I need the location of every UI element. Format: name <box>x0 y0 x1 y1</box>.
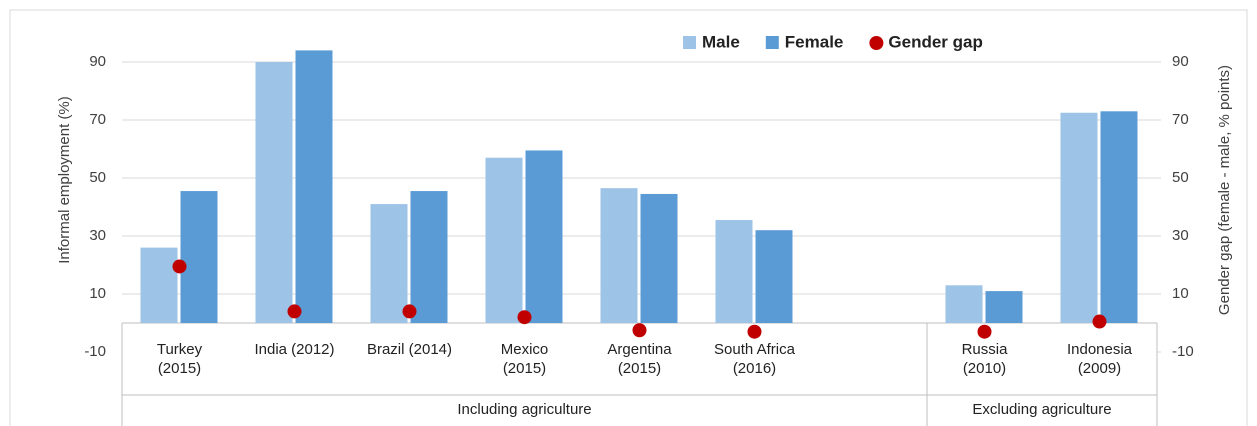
y-tick-label: 50 <box>89 169 106 186</box>
bar <box>180 191 218 323</box>
y-tick-label: 10 <box>89 285 106 302</box>
category-area <box>122 323 1157 426</box>
bar <box>985 291 1023 323</box>
gap-dot <box>287 304 302 319</box>
y-tick-label: 30 <box>89 227 106 244</box>
y2-tick-label: 70 <box>1172 111 1189 128</box>
y2-tick-label: 90 <box>1172 53 1189 70</box>
x-tick-label: Mexico (2015) <box>500 341 549 377</box>
legend-label: Female <box>785 32 844 51</box>
group-label: Including agriculture <box>457 401 592 418</box>
bar <box>640 193 678 323</box>
bar <box>715 220 753 323</box>
legend-marker <box>765 36 779 49</box>
gap-dot <box>632 323 647 338</box>
gap-dot <box>1092 314 1107 329</box>
bar <box>255 62 293 323</box>
y2-tick-label: 30 <box>1172 227 1189 244</box>
bar <box>140 247 178 323</box>
bar <box>525 150 563 323</box>
bar <box>755 230 793 323</box>
gap-dot <box>402 304 417 319</box>
bar <box>295 50 333 324</box>
x-tick-label: India (2012) <box>254 341 335 358</box>
gap-dot <box>747 324 762 339</box>
bar <box>1100 111 1138 323</box>
y-tick-label: 90 <box>89 53 106 70</box>
legend-label: Gender gap <box>888 32 982 51</box>
y2-tick-label: -10 <box>1172 343 1194 360</box>
bar <box>945 285 983 323</box>
y-tick-label: -10 <box>84 343 106 360</box>
gap-dot <box>517 310 532 325</box>
bar <box>370 204 408 323</box>
y-axis-label: Informal employment (%) <box>56 96 73 264</box>
x-tick-label: South Africa (2016) <box>714 341 795 377</box>
gap-dot <box>977 324 992 339</box>
legend-marker <box>869 36 884 50</box>
x-tick-label: Indonesia (2009) <box>1066 341 1133 377</box>
legend-marker <box>683 36 696 49</box>
gap-dot <box>172 259 187 274</box>
x-tick-label: Turkey (2015) <box>156 341 203 377</box>
chart-border <box>9 9 1248 426</box>
x-tick-label: Argentina (2015) <box>607 341 672 377</box>
bar <box>485 157 523 323</box>
bar <box>410 191 448 323</box>
x-tick-label: Brazil (2014) <box>366 341 453 358</box>
y2-tick-label: 50 <box>1172 169 1189 186</box>
bar <box>600 188 638 323</box>
x-tick-label: Russia (2010) <box>961 341 1008 377</box>
legend-label: Male <box>702 32 740 51</box>
y2-tick-label: 10 <box>1172 285 1189 302</box>
y-tick-label: 70 <box>89 111 106 128</box>
bar <box>1060 112 1098 323</box>
group-label: Excluding agriculture <box>972 401 1112 418</box>
y2-axis-label: Gender gap (female - male, % points) <box>1216 65 1233 315</box>
